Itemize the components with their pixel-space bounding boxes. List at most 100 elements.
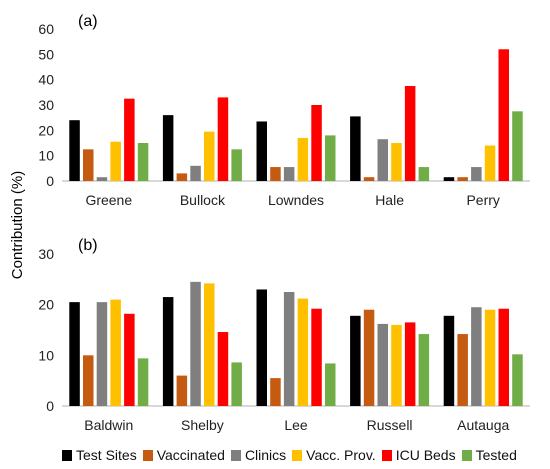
- bar-clinics: [96, 302, 108, 406]
- bar-vacc-prov: [110, 141, 121, 181]
- bar-vacc-prov: [391, 324, 402, 406]
- bar-clinics: [96, 177, 108, 181]
- x-tick-label: Lee: [284, 417, 308, 433]
- legend-swatch: [230, 449, 241, 461]
- bar-vaccinated: [83, 149, 94, 181]
- bar-icu-beds: [311, 308, 322, 406]
- legend-item: Test Sites: [62, 447, 137, 463]
- y-tick-label: 0: [46, 398, 54, 414]
- bar-clinics: [377, 323, 388, 406]
- bar-icu-beds: [311, 105, 322, 181]
- bar-test-sites: [350, 116, 361, 181]
- bar-vaccinated: [270, 378, 281, 406]
- bar-tested: [325, 135, 336, 181]
- bar-icu-beds: [498, 308, 509, 406]
- x-tick-label: Russell: [367, 417, 413, 433]
- y-tick-label: 40: [38, 72, 54, 88]
- legend-item: ICU Beds: [381, 447, 456, 463]
- y-tick-label: 50: [38, 46, 54, 62]
- bar-clinics: [377, 139, 388, 181]
- bar-vaccinated: [176, 375, 188, 406]
- chart-panel-b: (b) 0 10 20 30 Baldwin Shelby Lee Russell Autauga: [38, 237, 530, 433]
- chart-legend: Test Sites Vaccinated Clinics Vacc. Prov. IC…: [62, 445, 523, 465]
- bar-test-sites: [443, 315, 455, 406]
- x-tick-label: Autauga: [457, 417, 509, 433]
- bar-vacc-prov: [484, 309, 496, 406]
- legend-swatch: [62, 449, 72, 461]
- bar-tested: [325, 363, 336, 406]
- y-tick-label: 10: [38, 347, 54, 363]
- bar-clinics: [471, 167, 482, 181]
- y-tick-label: 30: [38, 97, 54, 113]
- legend-label: Clinics: [244, 447, 287, 463]
- legend-label: Vacc. Prov.: [306, 447, 376, 463]
- x-tick-label: Baldwin: [84, 417, 133, 433]
- bar-icu-beds: [217, 332, 229, 406]
- bar-vacc-prov: [391, 143, 402, 181]
- bar-vaccinated: [363, 309, 375, 406]
- bar-vacc-prov: [204, 131, 215, 181]
- bar-icu-beds: [498, 49, 509, 181]
- bar-clinics: [471, 307, 482, 406]
- bar-tested: [418, 167, 430, 181]
- bar-test-sites: [69, 302, 80, 406]
- bar-vacc-prov: [297, 298, 309, 406]
- bar-vaccinated: [83, 355, 94, 406]
- bar-vacc-prov: [204, 283, 215, 406]
- bar-vaccinated: [457, 177, 468, 181]
- bar-icu-beds: [404, 322, 416, 406]
- legend-swatch: [292, 449, 303, 461]
- bar-clinics: [190, 165, 201, 181]
- legend-label: ICU Beds: [395, 447, 456, 463]
- bar-tested: [231, 149, 242, 181]
- y-tick-label: 30: [38, 246, 54, 262]
- bar-icu-beds: [124, 313, 135, 406]
- legend-item: Tested: [461, 447, 517, 463]
- bar-icu-beds: [404, 86, 416, 181]
- legend-label: Test Sites: [76, 447, 137, 463]
- x-tick-label: Lowndes: [268, 192, 324, 208]
- chart-panel-a: (a) 0 10 20 30 40 50 60 Greene Bullock Lowndes Hale…: [38, 13, 530, 208]
- y-tick-label: 20: [38, 122, 54, 138]
- legend-label: Vaccinated: [156, 447, 225, 463]
- bar-tested: [512, 354, 523, 406]
- x-tick-label: Bullock: [180, 192, 226, 208]
- bar-clinics: [283, 292, 295, 406]
- bar-test-sites: [256, 289, 267, 406]
- bar-vaccinated: [363, 177, 375, 181]
- bar-icu-beds: [124, 98, 135, 181]
- bar-vacc-prov: [110, 299, 121, 406]
- legend-item: Vaccinated: [142, 447, 225, 463]
- legend-item: Clinics: [230, 447, 287, 463]
- bar-test-sites: [69, 120, 80, 181]
- bar-test-sites: [162, 297, 174, 406]
- bar-test-sites: [443, 177, 455, 181]
- bar-tested: [512, 111, 523, 181]
- x-tick-label: Shelby: [181, 417, 224, 433]
- bar-tested: [137, 358, 149, 406]
- x-tick-label: Greene: [85, 192, 132, 208]
- bar-tested: [137, 143, 149, 181]
- x-tick-label: Perry: [466, 192, 499, 208]
- bar-clinics: [190, 281, 201, 406]
- legend-swatch: [381, 449, 392, 461]
- bar-icu-beds: [217, 97, 229, 181]
- bar-clinics: [283, 167, 295, 181]
- bar-test-sites: [350, 315, 361, 406]
- y-tick-label: 10: [38, 148, 54, 164]
- legend-item: Vacc. Prov.: [292, 447, 376, 463]
- bar-vacc-prov: [484, 145, 496, 181]
- bar-vaccinated: [270, 167, 281, 181]
- bar-vacc-prov: [297, 137, 309, 181]
- legend-label: Tested: [475, 447, 517, 463]
- bar-tested: [418, 334, 430, 406]
- bar-vaccinated: [176, 173, 188, 181]
- bar-tested: [231, 362, 242, 406]
- legend-swatch: [461, 449, 472, 461]
- x-tick-label: Hale: [375, 192, 404, 208]
- panel-label: (a): [78, 13, 98, 30]
- bar-test-sites: [256, 121, 267, 181]
- y-tick-label: 60: [38, 21, 54, 37]
- bar-test-sites: [162, 115, 174, 181]
